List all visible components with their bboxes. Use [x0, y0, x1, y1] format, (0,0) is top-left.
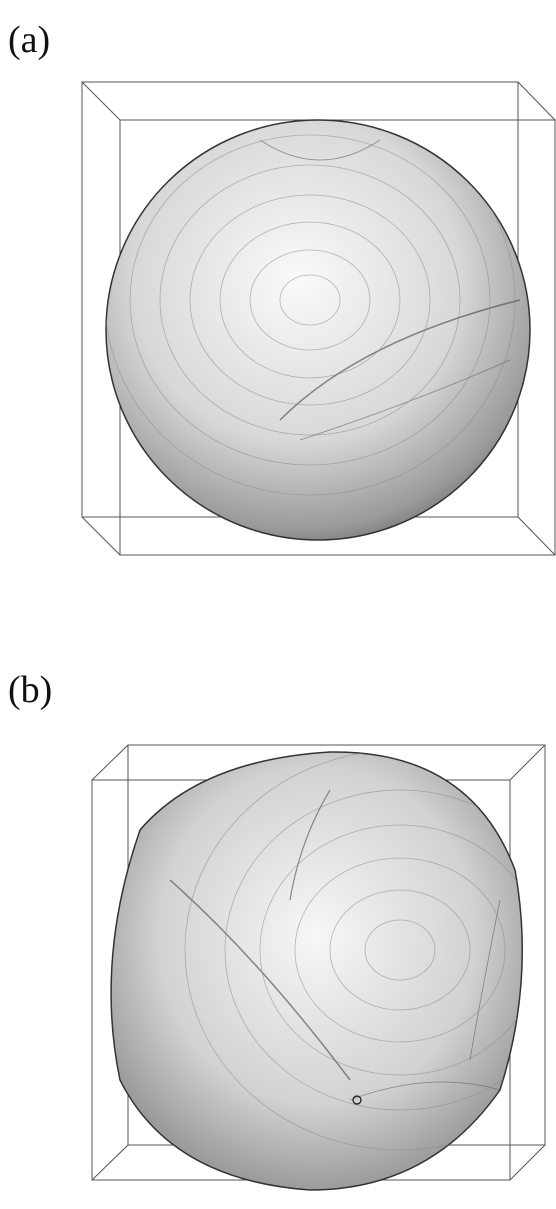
particle-render — [105, 105, 530, 540]
panel-label: (b) — [8, 669, 52, 711]
page: (a) (b) — [0, 0, 556, 1209]
particle-render — [111, 750, 556, 1190]
panel-label: (a) — [8, 19, 50, 61]
figure: (a) (b) — [0, 0, 556, 1209]
